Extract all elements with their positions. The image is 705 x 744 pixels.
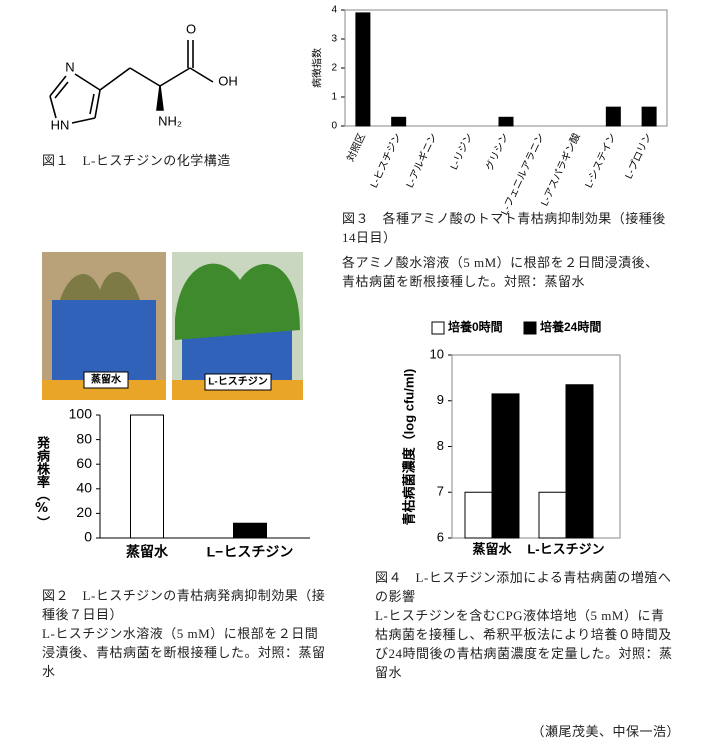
plot-frame	[451, 354, 621, 539]
bar	[391, 116, 407, 127]
bar	[130, 414, 164, 539]
x-tick-label: L-システイン	[584, 132, 619, 190]
authors: （瀬尾茂美、中保一浩）	[531, 724, 680, 739]
y-tick-label: 10	[430, 346, 444, 361]
caption-title: 図２ L-ヒスチジンの青枯病発病抑制効果（接種後７日目）	[42, 588, 326, 622]
x-tick-label: 蒸留水	[126, 544, 169, 560]
x-tick-label: L-プロリン	[623, 131, 655, 180]
bar	[605, 106, 621, 127]
y-tick-label: 40	[76, 480, 92, 496]
y-tick-label: 7	[437, 484, 444, 499]
photo-label: 蒸留水	[91, 373, 122, 386]
caption-body: 各アミノ酸水溶液（5 mM）に根部を２日間浸漬後、青枯病菌を断根接種した。対照：…	[342, 255, 659, 289]
x-tick-label: L-リジン	[449, 132, 475, 172]
x-tick-label: L-ヒスチジン	[527, 541, 604, 556]
y-tick-label: 4	[331, 5, 337, 16]
y-tick-label: 60	[76, 455, 92, 471]
y-tick-label: 8	[437, 438, 444, 453]
atom-label: O	[186, 21, 196, 36]
caption-title: 図４ L-ヒスチジン添加による青枯病菌の増殖への影響	[375, 570, 672, 604]
atom-label: HN	[51, 117, 70, 132]
caption-body: L-ヒスチジンを含むCPG液体培地（5 mM）に青枯病菌を接種し、希釈平板法によ…	[375, 608, 673, 680]
x-tick-label: 蒸留水	[472, 541, 512, 556]
y-tick-label: 6	[437, 529, 444, 544]
histidine-structure	[49, 40, 214, 124]
caption-body: L-ヒスチジン水溶液（5 mM）に根部を２日間浸漬後、青枯病菌を断根接種した。対…	[42, 626, 326, 679]
bar	[233, 522, 267, 539]
photo-water	[42, 252, 166, 400]
legend-label: 培養24時間	[540, 319, 601, 334]
atom-label: N	[65, 59, 74, 74]
legend-swatch	[431, 321, 445, 335]
y-tick-label: 1	[331, 92, 337, 103]
atom-label: OH	[218, 73, 238, 88]
bar	[641, 106, 657, 127]
atom-label: NH₂	[158, 113, 182, 128]
caption-title: 図１ L-ヒスチジンの化学構造	[42, 153, 231, 168]
y-tick-label: 80	[76, 430, 92, 446]
legend-label: 培養0時間	[448, 319, 503, 334]
photo-histidine	[172, 252, 303, 400]
bar	[355, 12, 371, 127]
y-tick-label: 0	[84, 529, 92, 545]
x-tick-label: 対照区	[344, 131, 368, 164]
y-tick-label: 9	[437, 392, 444, 407]
y-tick-label: 100	[69, 406, 93, 422]
y-axis-label: 発病株率（%）	[34, 436, 49, 529]
caption-title: 図３ 各種アミノ酸のトマト青枯病抑制効果（接種後14日目）	[342, 211, 666, 245]
x-tick-label: グリシン	[482, 131, 511, 173]
bar	[498, 116, 514, 127]
photo-label: L-ヒスチジン	[208, 376, 267, 388]
bar	[491, 393, 520, 539]
bar	[565, 384, 594, 539]
y-tick-label: 0	[331, 121, 337, 132]
bar	[538, 491, 567, 539]
y-axis-label: 青枯病菌濃度（log cfu/ml)	[401, 369, 416, 526]
y-tick-label: 20	[76, 504, 92, 520]
legend-swatch	[523, 321, 537, 335]
x-tick-label: L-アルギニン	[404, 131, 440, 189]
x-tick-label: L−ヒスチジン	[207, 544, 294, 560]
x-tick-label: L-アスパラギン酸	[538, 131, 583, 208]
bar	[464, 491, 493, 539]
y-tick-label: 2	[331, 63, 337, 74]
y-tick-label: 3	[331, 34, 337, 45]
y-axis-label: 病徴指数	[311, 48, 324, 88]
x-tick-label: L-ヒスチジン	[368, 131, 404, 189]
